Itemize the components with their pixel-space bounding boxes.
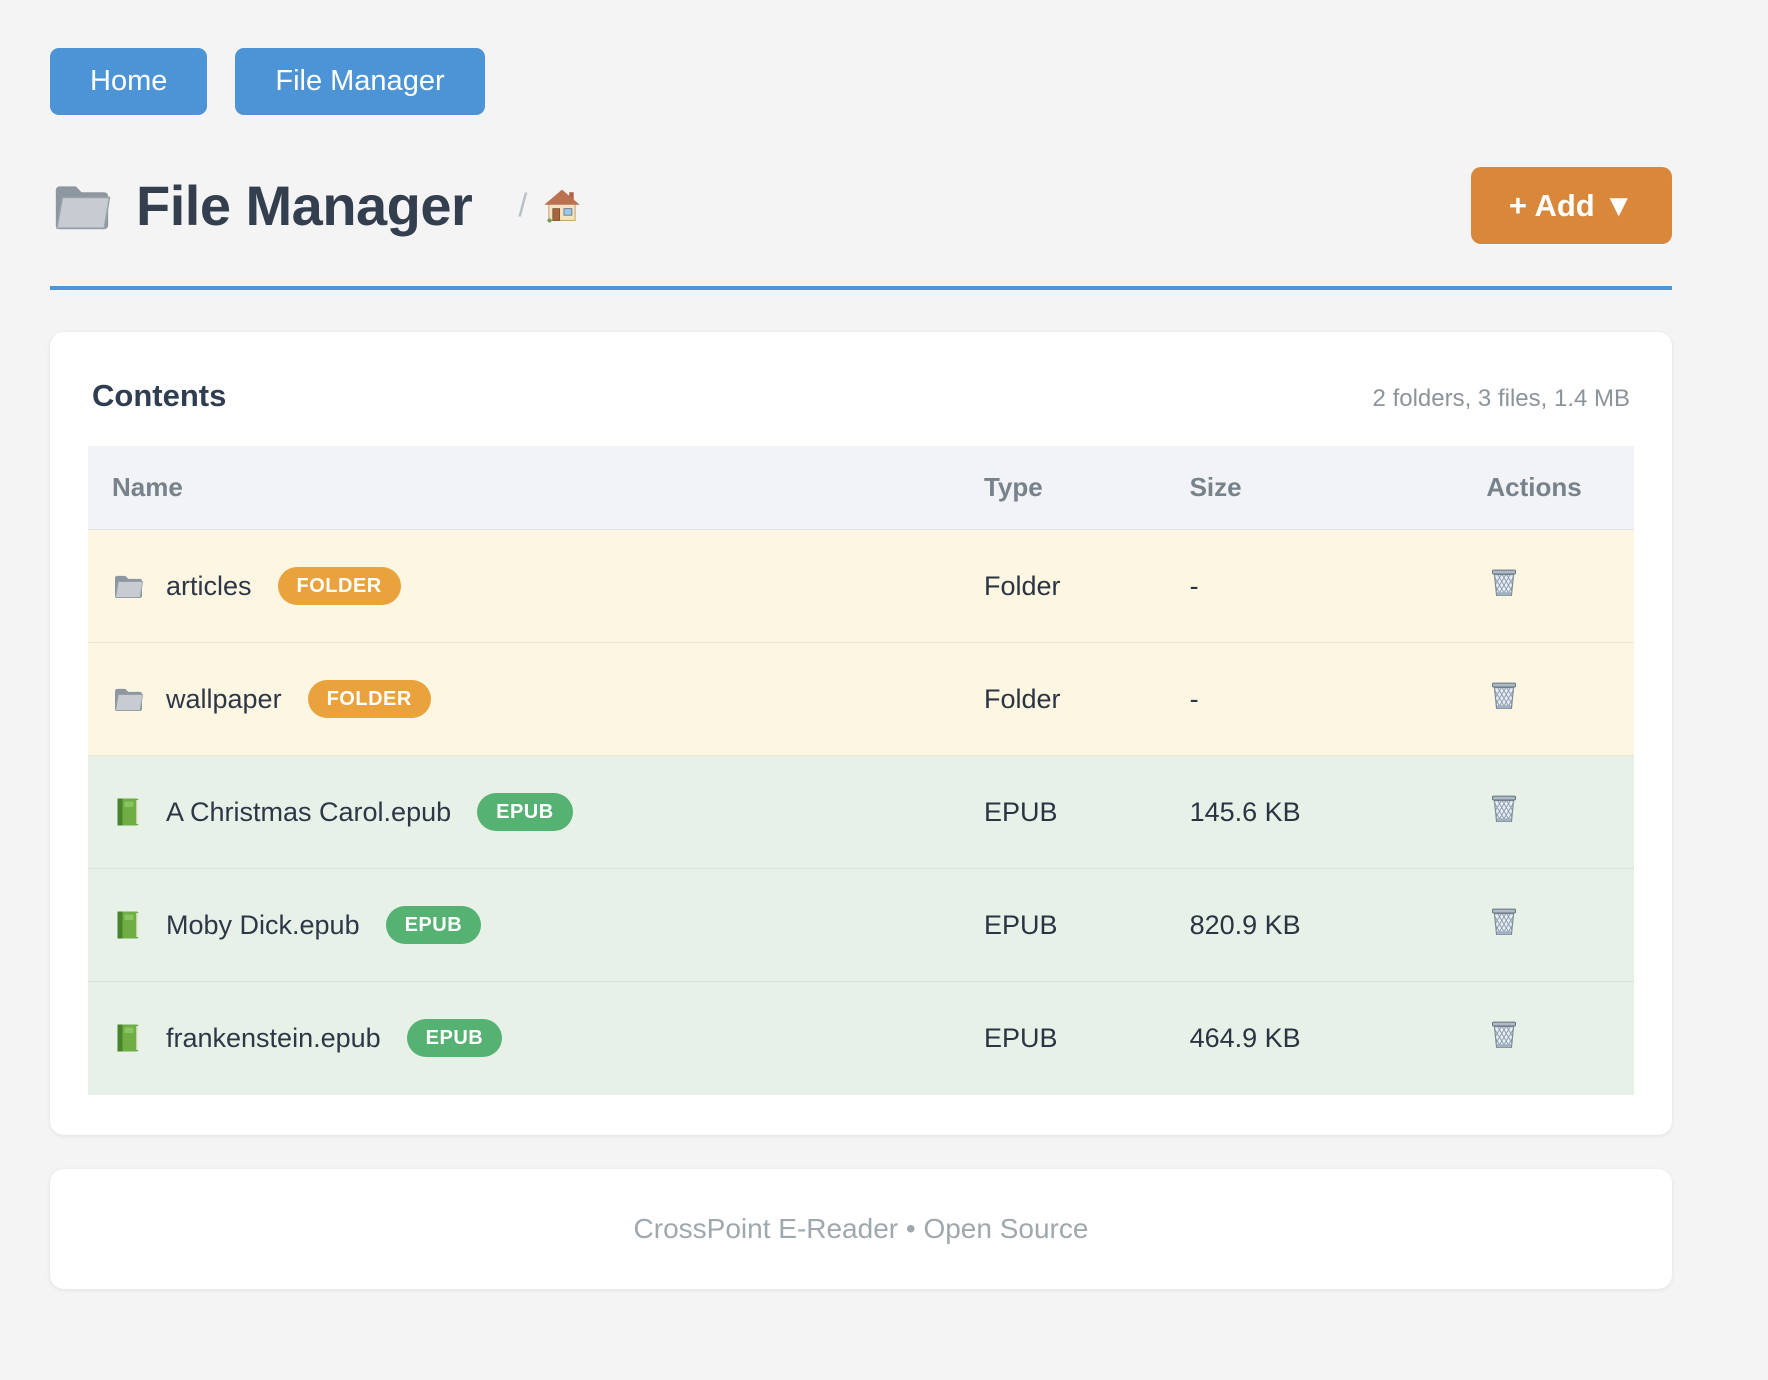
folder-icon — [112, 570, 144, 602]
table-row[interactable]: wallpaper FOLDER Folder - — [88, 642, 1634, 756]
table-row[interactable]: articles FOLDER Folder - — [88, 529, 1634, 643]
delete-button[interactable] — [1486, 904, 1522, 940]
file-table: Name Type Size Actions articles FOLDER F… — [88, 446, 1634, 1095]
entry-size: 820.9 KB — [1189, 909, 1301, 940]
entry-name[interactable]: articles — [166, 570, 252, 601]
breadcrumb-separator: / — [518, 187, 528, 223]
column-header-type: Type — [959, 446, 1166, 530]
column-header-name: Name — [88, 446, 960, 530]
folder-icon — [50, 175, 112, 237]
trash-icon — [1486, 1017, 1522, 1053]
entry-type: EPUB — [983, 909, 1058, 940]
contents-card-header: Contents 2 folders, 3 files, 1.4 MB — [88, 378, 1634, 414]
top-nav: Home File Manager — [50, 48, 1672, 115]
entry-type: Folder — [983, 683, 1061, 714]
add-button[interactable]: + Add ▼ — [1470, 167, 1672, 244]
contents-heading: Contents — [92, 378, 227, 413]
contents-card: Contents 2 folders, 3 files, 1.4 MB Name… — [50, 332, 1672, 1135]
book-icon — [112, 909, 144, 941]
entry-size: 464.9 KB — [1189, 1022, 1301, 1053]
contents-summary: 2 folders, 3 files, 1.4 MB — [1372, 385, 1630, 412]
file-table-head: Name Type Size Actions — [88, 446, 1634, 530]
delete-button[interactable] — [1486, 565, 1522, 601]
entry-type: EPUB — [983, 796, 1058, 827]
type-badge: EPUB — [477, 793, 573, 831]
title-wrap: File Manager / — [50, 173, 583, 238]
entry-name[interactable]: Moby Dick.epub — [166, 909, 360, 940]
delete-button[interactable] — [1486, 678, 1522, 714]
page: Home File Manager File Manager / + Add ▼… — [50, 48, 1672, 1289]
table-row[interactable]: Moby Dick.epub EPUB EPUB 820.9 KB — [88, 868, 1634, 982]
entry-type: EPUB — [983, 1022, 1058, 1053]
footer-text: CrossPoint E-Reader • Open Source — [633, 1212, 1089, 1244]
entry-size: 145.6 KB — [1189, 796, 1301, 827]
file-manager-button[interactable]: File Manager — [235, 48, 485, 115]
header-divider — [50, 286, 1672, 290]
page-title: File Manager — [136, 174, 473, 237]
file-table-body: articles FOLDER Folder - wallpaper FOLDE… — [88, 529, 1634, 1095]
entry-name[interactable]: frankenstein.epub — [166, 1022, 381, 1053]
book-icon — [112, 796, 144, 828]
type-badge: FOLDER — [277, 567, 401, 605]
column-header-actions: Actions — [1462, 446, 1634, 530]
delete-button[interactable] — [1486, 1017, 1522, 1053]
delete-button[interactable] — [1486, 791, 1522, 827]
entry-name[interactable]: wallpaper — [166, 683, 282, 714]
table-row[interactable]: A Christmas Carol.epub EPUB EPUB 145.6 K… — [88, 755, 1634, 869]
entry-name[interactable]: A Christmas Carol.epub — [166, 796, 452, 827]
entry-size: - — [1189, 683, 1199, 714]
footer: CrossPoint E-Reader • Open Source — [50, 1168, 1672, 1289]
folder-icon — [112, 683, 144, 715]
type-badge: EPUB — [385, 906, 482, 944]
trash-icon — [1486, 678, 1522, 714]
breadcrumb: / — [518, 185, 583, 227]
column-header-size: Size — [1165, 446, 1463, 530]
entry-size: - — [1189, 570, 1199, 601]
type-badge: FOLDER — [307, 680, 431, 718]
house-icon[interactable] — [541, 185, 583, 227]
table-row[interactable]: frankenstein.epub EPUB EPUB 464.9 KB — [88, 981, 1634, 1095]
book-icon — [112, 1022, 144, 1054]
home-button[interactable]: Home — [50, 48, 208, 115]
entry-type: Folder — [983, 570, 1061, 601]
type-badge: EPUB — [406, 1019, 503, 1058]
trash-icon — [1486, 904, 1522, 940]
page-header: File Manager / + Add ▼ — [50, 167, 1672, 244]
trash-icon — [1486, 565, 1522, 601]
trash-icon — [1486, 791, 1522, 827]
